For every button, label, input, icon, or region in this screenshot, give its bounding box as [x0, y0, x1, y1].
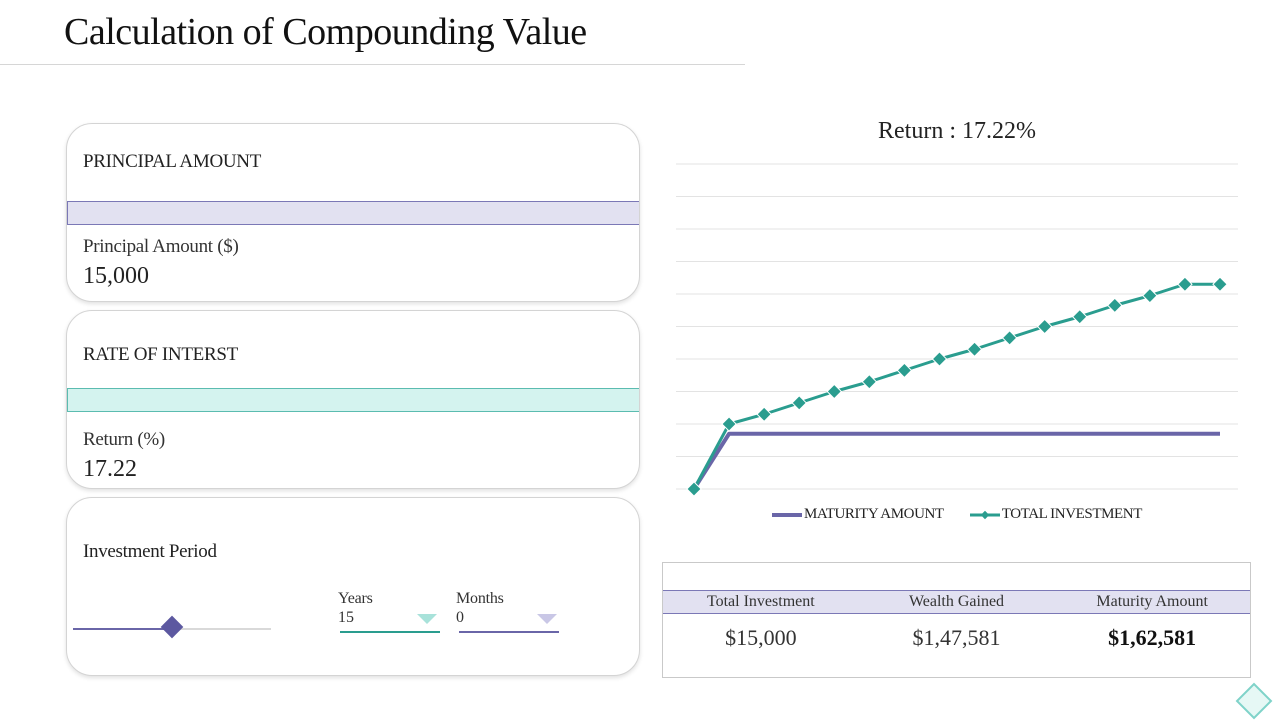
summary-table: Total Investment Wealth Gained Maturity … — [662, 562, 1251, 678]
principal-card: PRINCIPAL AMOUNT Principal Amount ($) 15… — [66, 123, 640, 302]
summary-value-wealth: $1,47,581 — [912, 625, 1001, 650]
summary-header-wealth: Wealth Gained — [908, 593, 1005, 610]
data-point-total-investment — [826, 383, 843, 400]
years-underline — [340, 631, 440, 633]
diamond-icon — [1235, 682, 1273, 720]
rate-band — [67, 388, 639, 412]
chart-title: Return : 17.22% — [878, 118, 1036, 144]
series-line-maturity-amount — [692, 431, 1220, 491]
rate-input[interactable]: 17.22 — [83, 456, 137, 482]
period-heading: Investment Period — [83, 541, 217, 562]
months-underline — [459, 631, 559, 633]
summary-header-row: Total Investment Wealth Gained Maturity … — [663, 590, 1250, 614]
rate-heading: RATE OF INTERST — [83, 344, 238, 365]
rate-label: Return (%) — [83, 429, 165, 450]
series-line-total-investment — [692, 282, 1220, 490]
data-point-total-investment — [1177, 276, 1193, 293]
years-select[interactable]: 15 — [338, 609, 354, 626]
months-chevron-down-icon[interactable] — [537, 614, 557, 624]
summary-value-total: $15,000 — [725, 625, 797, 650]
data-point-total-investment — [1107, 297, 1123, 314]
legend-item-total: TOTAL INVESTMENT — [969, 506, 1143, 523]
legend-label-maturity: MATURITY AMOUNT — [804, 506, 944, 522]
months-select[interactable]: 0 — [456, 609, 464, 626]
data-point-total-investment — [1036, 318, 1053, 335]
chart — [676, 163, 1238, 497]
years-label: Years — [338, 590, 373, 607]
data-point-total-investment — [896, 362, 913, 379]
legend-item-maturity: MATURITY AMOUNT — [772, 506, 944, 523]
data-point-total-investment — [756, 406, 772, 423]
months-label: Months — [456, 590, 504, 607]
data-point-total-investment — [861, 373, 878, 390]
summary-value-row: $15,000 $1,47,581 $1,62,581 — [663, 625, 1250, 651]
chart-legend: MATURITY AMOUNT TOTAL INVESTMENT — [676, 506, 1238, 523]
period-card: Investment Period Years 15 Months 0 — [66, 497, 640, 676]
data-point-total-investment — [721, 416, 737, 432]
data-point-total-investment — [966, 341, 983, 358]
principal-band — [67, 201, 639, 225]
years-chevron-down-icon[interactable] — [417, 614, 437, 624]
data-point-total-investment — [1212, 276, 1228, 293]
principal-heading: PRINCIPAL AMOUNT — [83, 151, 262, 172]
page-title: Calculation of Compounding Value — [64, 11, 587, 53]
summary-header-maturity: Maturity Amount — [1096, 593, 1208, 610]
slider-fill — [73, 628, 172, 630]
data-point-total-investment — [1071, 308, 1088, 325]
legend-line-icon — [772, 512, 802, 517]
rate-card: RATE OF INTERST Return (%) 17.22 — [66, 310, 640, 489]
summary-value-maturity: $1,62,581 — [1108, 625, 1197, 650]
principal-label: Principal Amount ($) — [83, 236, 239, 257]
summary-header-total: Total Investment — [706, 593, 815, 610]
data-point-total-investment — [1142, 287, 1158, 304]
data-point-total-investment — [1001, 330, 1018, 346]
principal-input[interactable]: 15,000 — [83, 263, 149, 289]
legend-label-total: TOTAL INVESTMENT — [1001, 506, 1143, 522]
data-point-total-investment — [931, 351, 948, 367]
legend-diamond-line-icon — [969, 510, 1000, 519]
title-divider — [0, 64, 745, 65]
data-point-total-investment — [791, 395, 807, 411]
slider-thumb[interactable] — [160, 615, 184, 639]
data-point-total-investment — [686, 481, 702, 497]
